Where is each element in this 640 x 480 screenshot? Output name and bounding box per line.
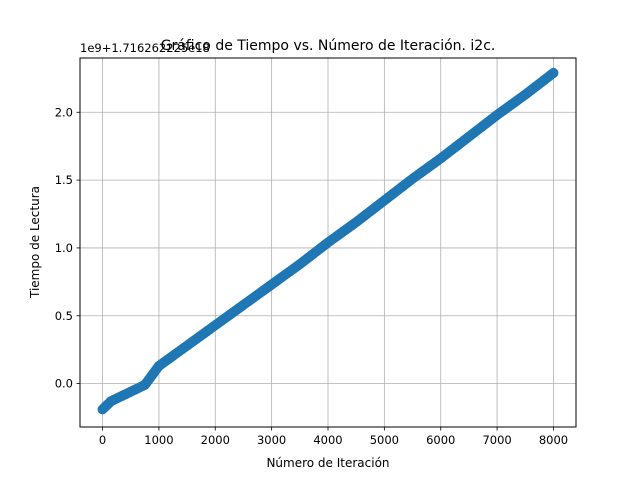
y-tick-label: 1.5 [55,173,73,187]
x-tick-label: 5000 [370,433,399,447]
y-offset-label: 1e9+1.716262225e18 [80,41,210,55]
x-tick-label: 3000 [257,433,286,447]
y-tick-label: 2.0 [55,105,73,119]
data-point [548,67,559,78]
x-axis-label: Número de Iteración [266,456,389,470]
y-axis-label: Tiempo de Lectura [28,186,42,299]
x-tick-label: 4000 [313,433,342,447]
y-tick-label: 0.0 [55,377,73,391]
x-tick-label: 2000 [201,433,230,447]
y-axis-ticks: 0.0 0.5 1.0 1.5 2.0 [55,105,80,391]
chart-title: Gráfico de Tiempo vs. Número de Iteració… [161,38,496,54]
y-tick-label: 1.0 [55,241,73,255]
scatter-points [97,67,559,415]
y-tick-label: 0.5 [55,309,73,323]
x-tick-label: 7000 [482,433,511,447]
x-tick-label: 0 [99,433,106,447]
x-tick-label: 6000 [426,433,455,447]
x-tick-label: 8000 [539,433,568,447]
x-axis-ticks: 0 1000 2000 3000 4000 5000 6000 7000 8000 [99,427,568,447]
x-tick-label: 1000 [144,433,173,447]
